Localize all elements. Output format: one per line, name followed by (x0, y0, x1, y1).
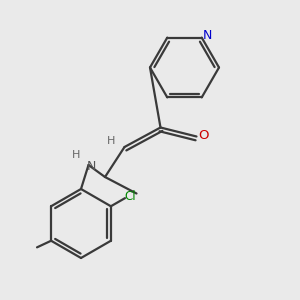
Text: H: H (107, 136, 115, 146)
Text: Cl: Cl (124, 190, 136, 203)
Text: H: H (72, 150, 81, 160)
Text: N: N (87, 160, 96, 173)
Text: O: O (198, 129, 208, 142)
Text: N: N (202, 29, 212, 42)
